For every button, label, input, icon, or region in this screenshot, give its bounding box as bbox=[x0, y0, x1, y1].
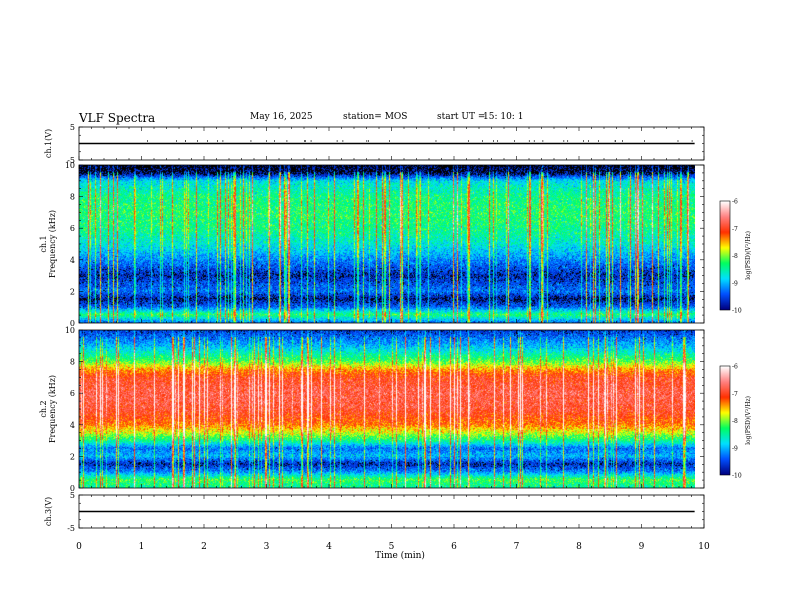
spectrogram-layers bbox=[79, 165, 695, 488]
ch2-spectrogram-ytick-label: 4 bbox=[70, 421, 75, 430]
ch2-spectrogram-ytick-label: 10 bbox=[65, 326, 75, 335]
ch3-waveform-ytick-label: 5 bbox=[70, 491, 75, 500]
ch1-waveform-ytick-label: -5 bbox=[67, 156, 75, 165]
colorbars: -6 -7 -8 -9 -10 log(PSD)(V²/Hz) -6 -7 -8 -9 -10 log… bbox=[719, 199, 752, 480]
ch2-spectrogram-ytick-label: 0 bbox=[70, 484, 75, 493]
ch1-spectrogram-ytick-label: 4 bbox=[70, 256, 75, 265]
ch1-spectrogram-ytick-label: 8 bbox=[70, 193, 75, 202]
x-tick-label: 6 bbox=[451, 542, 457, 552]
ch2-spectrogram-colorbar-frame bbox=[719, 365, 731, 476]
x-tick-label: 0 bbox=[76, 542, 82, 552]
ch1-spectrogram-colorbar-tick: -10 bbox=[732, 308, 742, 315]
ch2-spectrogram-ylabel: ch.2 bbox=[39, 400, 48, 417]
axis-ticks bbox=[78, 126, 705, 529]
ch1-waveform-ylabel: ch.1(V) bbox=[44, 129, 53, 158]
header-date: May 16, 2025 bbox=[250, 112, 313, 122]
ch1-spectrogram-colorbar-tick: -6 bbox=[732, 199, 738, 206]
ch2-spectrogram-colorbar-tick: -7 bbox=[732, 391, 738, 398]
waveform-layers bbox=[79, 140, 695, 513]
ch1-spectrogram-colorbar-tick: -9 bbox=[732, 280, 738, 287]
ch1-waveform-ytick-label: 5 bbox=[70, 123, 75, 132]
ch2-spectrogram-colorbar-label: log(PSD)(V²/Hz) bbox=[745, 396, 752, 445]
ch1-spectrogram-ytick-label: 0 bbox=[70, 319, 75, 328]
x-tick-label: 4 bbox=[326, 542, 332, 552]
x-axis-label: Time (min) bbox=[375, 550, 425, 561]
ch3-waveform-ytick-label: -5 bbox=[67, 524, 75, 533]
ch1-spectrogram-ytick-label: 2 bbox=[70, 287, 75, 296]
ch1-spectrogram-colorbar-label: log(PSD)(V²/Hz) bbox=[745, 231, 752, 280]
ch2-spectrogram-ytick-label: 6 bbox=[70, 389, 75, 398]
x-tick-label: 2 bbox=[201, 542, 207, 552]
ch1-spectrogram-image bbox=[79, 165, 695, 323]
x-tick-label: 5 bbox=[389, 542, 395, 552]
x-tick-label: 3 bbox=[264, 542, 270, 552]
ch1-spectrogram-colorbar-tick: -8 bbox=[732, 253, 738, 260]
ch1-spectrogram-colorbar-tick: -7 bbox=[732, 226, 738, 233]
ch2-spectrogram-colorbar-tick: -9 bbox=[732, 445, 738, 452]
ch2-spectrogram-colorbar-tick: -6 bbox=[732, 364, 738, 371]
ch3-waveform-ylabel: ch.3(V) bbox=[44, 497, 53, 526]
ch1-spectrogram-ylabel: Frequency (kHz) bbox=[48, 210, 57, 278]
ch2-spectrogram-colorbar bbox=[720, 366, 730, 475]
ch2-spectrogram-colorbar-tick: -10 bbox=[732, 473, 742, 480]
ch2-spectrogram-colorbar-tick: -8 bbox=[732, 418, 738, 425]
ch1-spectrogram-colorbar bbox=[720, 201, 730, 310]
x-tick-label: 7 bbox=[514, 542, 520, 552]
ch1-spectrogram-ytick-label: 10 bbox=[65, 161, 75, 170]
ch1-spectrogram-colorbar-frame bbox=[719, 200, 731, 311]
chart-title: VLF Spectra bbox=[79, 111, 156, 125]
x-tick-label: 9 bbox=[639, 542, 645, 552]
ch2-spectrogram-ytick-label: 8 bbox=[70, 358, 75, 367]
ch2-spectrogram-image bbox=[79, 330, 695, 488]
header-station: station= MOS bbox=[343, 112, 408, 122]
x-tick-label: 1 bbox=[139, 542, 145, 552]
ch2-spectrogram-ytick-label: 2 bbox=[70, 452, 75, 461]
ch1-spectrogram-ytick-label: 6 bbox=[70, 224, 75, 233]
header-start-value: 15: 10: 1 bbox=[483, 112, 524, 122]
x-tick-label: 8 bbox=[576, 542, 582, 552]
x-tick-label: 10 bbox=[698, 542, 710, 552]
header-start-label: start UT = bbox=[437, 112, 486, 122]
ch2-spectrogram-ylabel: Frequency (kHz) bbox=[48, 375, 57, 443]
ch1-spectrogram-ylabel: ch.1 bbox=[39, 235, 48, 252]
